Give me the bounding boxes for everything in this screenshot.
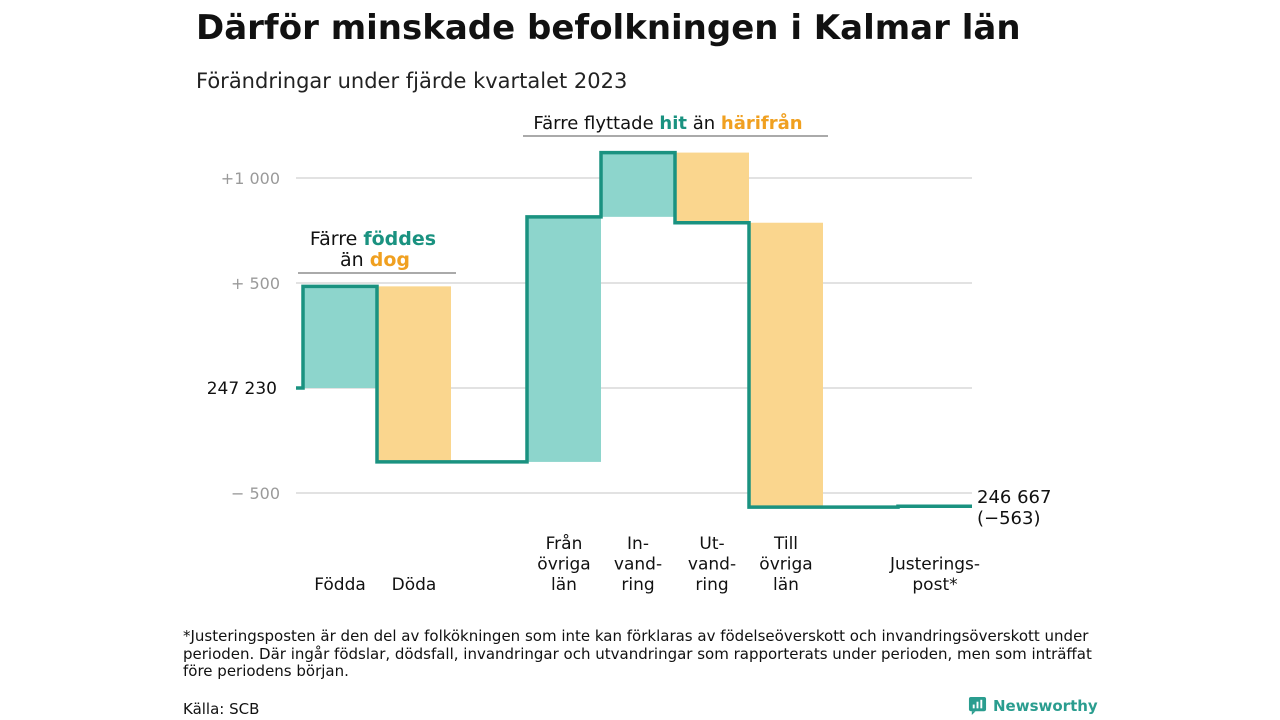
chart-subtitle: Förändringar under fjärde kvartalet 2023 (196, 69, 628, 93)
bar-till-övriga-län (749, 222, 823, 508)
category-label: län (773, 575, 799, 595)
category-label: vand- (614, 555, 662, 575)
category-label: övriga (759, 555, 812, 575)
annotation-text: Färre (310, 228, 357, 250)
svg-text:än dog: än dog (340, 249, 410, 271)
category-label: ring (695, 575, 728, 595)
category-label: Ut- (699, 534, 724, 554)
category-label: ring (621, 575, 654, 595)
category-label: vand- (688, 555, 736, 575)
start-value-label: 247 230 (207, 379, 277, 399)
bar-döda (377, 286, 451, 462)
y-axis-ticks: +1 000 + 500 − 500 247 230 (207, 169, 280, 503)
category-label: Födda (314, 575, 366, 595)
brand-logo: Newsworthy (968, 696, 1098, 715)
end-change-label: (−563) (977, 508, 1040, 529)
annotation-text: än (340, 249, 364, 271)
running-total-line (296, 150, 972, 509)
category-label: Justerings- (889, 555, 980, 575)
annotation-text: Färre flyttade (533, 113, 653, 134)
y-tick-label: +1 000 (221, 169, 280, 188)
bar-från-övriga-län (527, 216, 601, 462)
annotation-births-deaths: Färre föddes än dog (298, 228, 456, 274)
brand-name: Newsworthy (993, 696, 1098, 715)
category-label: Från (546, 533, 583, 554)
bar-födda (303, 286, 377, 388)
svg-text:Färre flyttade hit: Färre flyttade hit än härifrån (533, 112, 802, 134)
y-tick-label: − 500 (231, 484, 280, 503)
annotation-highlight-orange: härifrån (721, 112, 803, 134)
annotation-text: än (693, 113, 715, 134)
source-label: Källa: SCB (183, 700, 260, 718)
running-total-step-line (296, 150, 972, 509)
category-label: post* (912, 575, 957, 595)
category-label: län (551, 575, 577, 595)
chart-title: Därför minskade befolkningen i Kalmar lä… (196, 8, 1021, 48)
category-label: Döda (392, 575, 437, 595)
annotation-highlight-orange: dog (370, 249, 410, 271)
bar-invandring (601, 152, 675, 217)
bars (303, 152, 823, 508)
category-label: övriga (537, 555, 590, 575)
annotation-migration: Färre flyttade hit än härifrån (523, 112, 828, 137)
footnote: *Justeringsposten är den del av folkökni… (183, 627, 1092, 680)
bar-utvandring (675, 152, 749, 223)
annotation-highlight-teal: föddes (363, 228, 436, 250)
annotation-highlight-teal: hit (659, 113, 687, 134)
svg-text:Färre föddes: Färre föddes (310, 228, 436, 250)
end-value-label: 246 667 (977, 487, 1051, 508)
category-label: In- (627, 534, 649, 554)
category-label: Till (773, 534, 798, 554)
newsworthy-logo-icon (968, 696, 987, 715)
y-tick-label: + 500 (231, 274, 280, 293)
end-labels: 246 667(−563) (977, 487, 1051, 529)
category-labels: Födda DödaFrånövrigalänIn-vand-ringUt-van… (314, 533, 980, 595)
